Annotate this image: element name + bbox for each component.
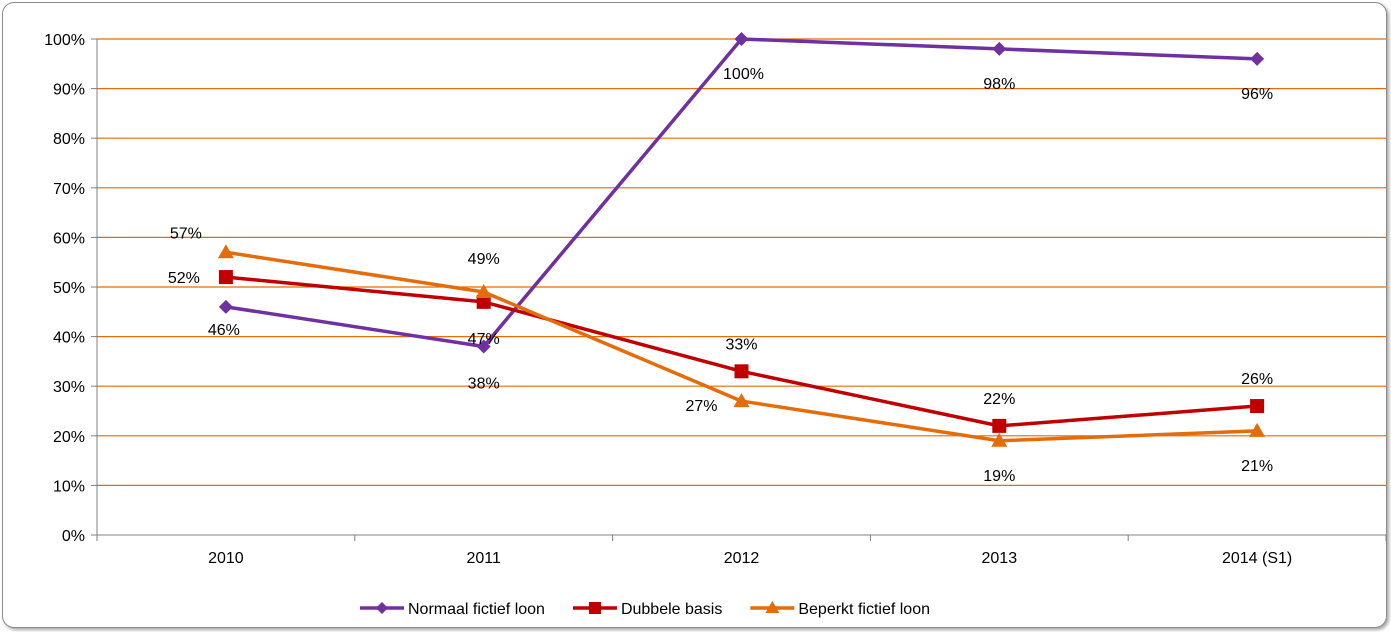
y-tick-100: 100% — [44, 32, 85, 49]
data-label-normaal-fictief-loon-2012: 100% — [723, 66, 764, 83]
data-label-beperkt-fictief-loon-2014-s1: 21% — [1241, 458, 1273, 475]
legend-label-normaal-fictief-loon: Normaal fictief loon — [408, 601, 545, 618]
point-beperkt-fictief-loon-2011 — [475, 283, 492, 298]
point-beperkt-fictief-loon-2010 — [217, 244, 234, 259]
y-tick-70: 70% — [53, 181, 85, 198]
y-tick-80: 80% — [53, 131, 85, 148]
point-beperkt-fictief-loon-2012 — [733, 393, 750, 408]
data-label-normaal-fictief-loon-2011: 38% — [468, 376, 500, 393]
data-label-beperkt-fictief-loon-2010: 57% — [170, 225, 202, 242]
data-label-normaal-fictief-loon-2014-s1: 96% — [1241, 86, 1273, 103]
y-tick-0: 0% — [62, 528, 85, 545]
legend-label-beperkt-fictief-loon: Beperkt fictief loon — [798, 601, 930, 618]
data-label-beperkt-fictief-loon-2013: 19% — [983, 468, 1015, 485]
point-normaal-fictief-loon-2011 — [476, 339, 491, 354]
y-tick-40: 40% — [53, 330, 85, 347]
gridlines — [97, 38, 1386, 486]
line-chart: 0%10%20%30%40%50%60%70%80%90%100% 2010 20… — [44, 32, 1387, 618]
x-tick-labels: 2010 2011 2012 2013 2014 (S1) — [208, 550, 1292, 567]
y-tick-30: 30% — [53, 379, 85, 396]
data-label-dubbele-basis-2010: 52% — [168, 270, 200, 287]
point-dubbele-basis-2012 — [734, 364, 749, 379]
point-beperkt-fictief-loon-2013 — [991, 432, 1008, 447]
x-tick-2010: 2010 — [208, 550, 244, 567]
legend-marker-normaal-fictief-loon — [376, 602, 388, 614]
data-label-dubbele-basis-2012: 33% — [725, 336, 757, 353]
point-dubbele-basis-2011 — [476, 294, 491, 309]
x-tick-2012: 2012 — [724, 550, 760, 567]
point-normaal-fictief-loon-2014-s1 — [1250, 51, 1265, 66]
legend-label-dubbele-basis: Dubbele basis — [621, 601, 722, 618]
x-tick-2013: 2013 — [982, 550, 1018, 567]
x-tick-2014-s1: 2014 (S1) — [1222, 550, 1292, 567]
y-tick-90: 90% — [53, 82, 85, 99]
point-beperkt-fictief-loon-2014-s1 — [1249, 422, 1266, 437]
data-label-beperkt-fictief-loon-2012: 27% — [685, 398, 717, 415]
series-group — [217, 32, 1266, 447]
legend: Normaal fictief loon Dubbele basis Beperkt… — [360, 601, 930, 618]
axes — [91, 38, 1387, 541]
data-labels: 46% 38% 100% 98% 96% 52% 47% 33% 22% 26% 57% 49% 27%… — [168, 66, 1273, 485]
point-normaal-fictief-loon-2012 — [734, 32, 749, 46]
data-label-normaal-fictief-loon-2013: 98% — [983, 76, 1015, 93]
y-tick-50: 50% — [53, 280, 85, 297]
point-normaal-fictief-loon-2013 — [992, 41, 1007, 56]
data-label-beperkt-fictief-loon-2011: 49% — [468, 251, 500, 268]
point-normaal-fictief-loon-2010 — [218, 299, 233, 314]
y-tick-60: 60% — [53, 230, 85, 247]
data-label-dubbele-basis-2011: 47% — [468, 331, 500, 348]
y-tick-labels: 0% 10% 20% 30% 40% 50% 60% 70% 80% 90% 100% — [44, 32, 85, 545]
legend-marker-beperkt-fictief-loon — [765, 601, 780, 613]
point-dubbele-basis-2013 — [992, 418, 1007, 433]
point-dubbele-basis-2010 — [218, 270, 233, 285]
x-tick-2011: 2011 — [466, 550, 501, 567]
data-label-dubbele-basis-2014-s1: 26% — [1241, 371, 1273, 388]
point-dubbele-basis-2014-s1 — [1250, 399, 1265, 414]
y-tick-20: 20% — [53, 429, 85, 446]
data-label-dubbele-basis-2013: 22% — [983, 391, 1015, 408]
legend-marker-dubbele-basis — [588, 602, 601, 614]
series-line-normaal-fictief-loon — [225, 37, 1258, 349]
data-label-normaal-fictief-loon-2010: 46% — [208, 322, 240, 339]
y-tick-10: 10% — [53, 478, 85, 495]
